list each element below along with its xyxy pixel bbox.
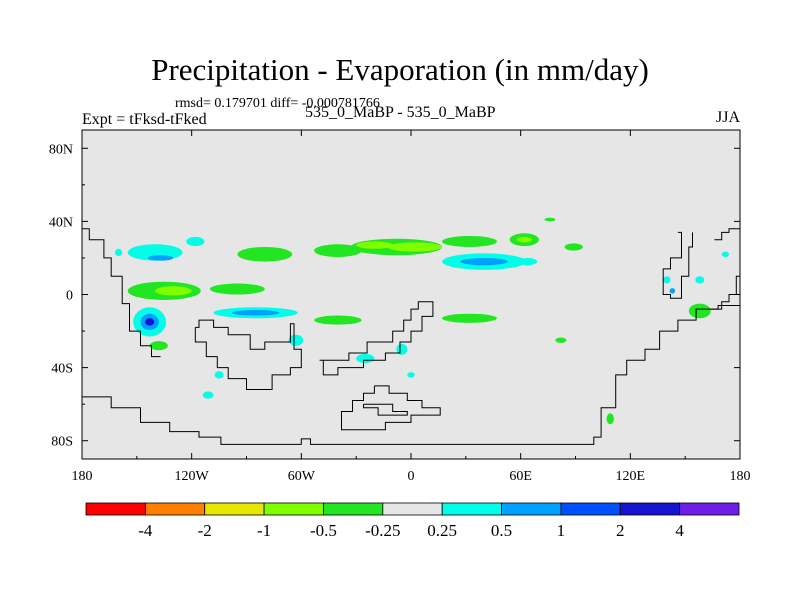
colorbar-label: -1 (257, 521, 271, 540)
coastline-americas (82, 228, 161, 358)
colorbar-label: -4 (138, 521, 153, 540)
contour-region-1 (155, 286, 192, 296)
contour-region-37 (663, 276, 671, 284)
x-tick-label: 180 (730, 469, 751, 484)
x-tick-label: 120W (175, 469, 210, 484)
colorbar-swatch (441, 502, 502, 516)
contour-region-35 (407, 372, 415, 378)
contour-region-36 (695, 276, 705, 284)
x-tick-label: 0 (408, 469, 415, 484)
contour-region-25 (314, 315, 362, 325)
contour-region-8 (442, 236, 497, 247)
colorbar-swatch (560, 502, 621, 516)
y-tick-label: 80S (51, 435, 73, 450)
contour-region-15 (518, 257, 538, 266)
colorbar-swatch (619, 502, 681, 516)
colorbar-label: -0.25 (365, 521, 400, 540)
colorbar-label: 4 (675, 521, 684, 540)
contour-region-31 (396, 343, 408, 355)
contour-region-26 (442, 313, 497, 323)
colorbar: -4 -2 -1 -0.5 -0.25 0.25 0.5 1 2 4 (85, 502, 740, 540)
contour-region-11 (544, 217, 556, 222)
coastline-island-south-inner (363, 403, 408, 416)
coastline-island-south (341, 385, 441, 431)
colorbar-swatch (204, 502, 265, 516)
colorbar-swatch (323, 502, 384, 516)
contour-region-10 (517, 236, 532, 243)
contour-region-24 (149, 341, 168, 351)
coastline-pacific-east (710, 275, 740, 310)
contour-region-34 (202, 391, 214, 399)
colorbar-label: 1 (557, 521, 566, 540)
colorbar-swatch (382, 502, 443, 516)
contour-region-18 (186, 236, 205, 247)
contour-region-28 (555, 337, 567, 343)
colorbar-swatch (85, 502, 146, 516)
y-tick-label: 0 (66, 289, 73, 304)
y-tick-label: 40S (51, 362, 73, 377)
contour-region-30 (356, 353, 375, 364)
comparison-label: 535_0_MaBP - 535_0_MaBP (305, 104, 496, 121)
colorbar-label: -2 (198, 521, 212, 540)
contour-region-33 (214, 371, 224, 379)
contour-region-6 (356, 241, 393, 249)
x-tick-label: 60W (288, 469, 316, 484)
season-label: JJA (716, 109, 741, 126)
contour-region-7 (387, 242, 443, 252)
coastline-continent-a (194, 319, 302, 390)
contour-region-4 (314, 244, 362, 258)
experiment-label: Expt = tFksd-tFked (82, 111, 207, 128)
contour-region-32 (288, 334, 304, 346)
coastline-antarctica (82, 305, 740, 445)
contour-regions (114, 217, 730, 425)
colorbar-swatch (144, 502, 206, 516)
coastline-pacific-island (714, 228, 740, 241)
contour-region-12 (564, 243, 583, 251)
coastline-continent-b (319, 301, 434, 376)
coastlines (82, 228, 740, 445)
stats-text: rmsd= 0.179701 diff= -0.000781766 (175, 96, 380, 111)
x-tick-label: 60E (509, 469, 532, 484)
contour-region-2 (209, 283, 265, 295)
x-tick-label: 120E (616, 469, 646, 484)
colorbar-swatch (263, 502, 324, 516)
y-tick-label: 80N (49, 142, 73, 157)
x-tick-label: 180 (72, 469, 93, 484)
y-tick-label: 40N (49, 215, 73, 230)
colorbar-label: 2 (616, 521, 625, 540)
coastline-asia-east (662, 231, 693, 299)
contour-region-3 (237, 246, 293, 262)
contour-region-14 (460, 257, 508, 266)
colorbar-swatch (501, 502, 562, 516)
contour-region-40 (669, 288, 676, 294)
colorbar-label: 0.5 (491, 521, 512, 540)
axis-ticks: 180 120W 60W 0 60E 120E 180 80N 40N 0 40S 80S (49, 130, 751, 484)
contour-region-23 (145, 318, 155, 326)
contour-region-27 (688, 303, 711, 319)
chart-title: Precipitation - Evaporation (in mm/day) (151, 52, 649, 87)
colorbar-swatch (679, 502, 740, 516)
contour-region-20 (231, 310, 280, 316)
colorbar-label: -0.5 (310, 521, 337, 540)
contour-region-38 (721, 251, 730, 258)
contour-region-17 (147, 255, 174, 261)
contour-region-29 (606, 413, 614, 425)
contour-region-39 (114, 248, 123, 257)
colorbar-label: 0.25 (427, 521, 457, 540)
